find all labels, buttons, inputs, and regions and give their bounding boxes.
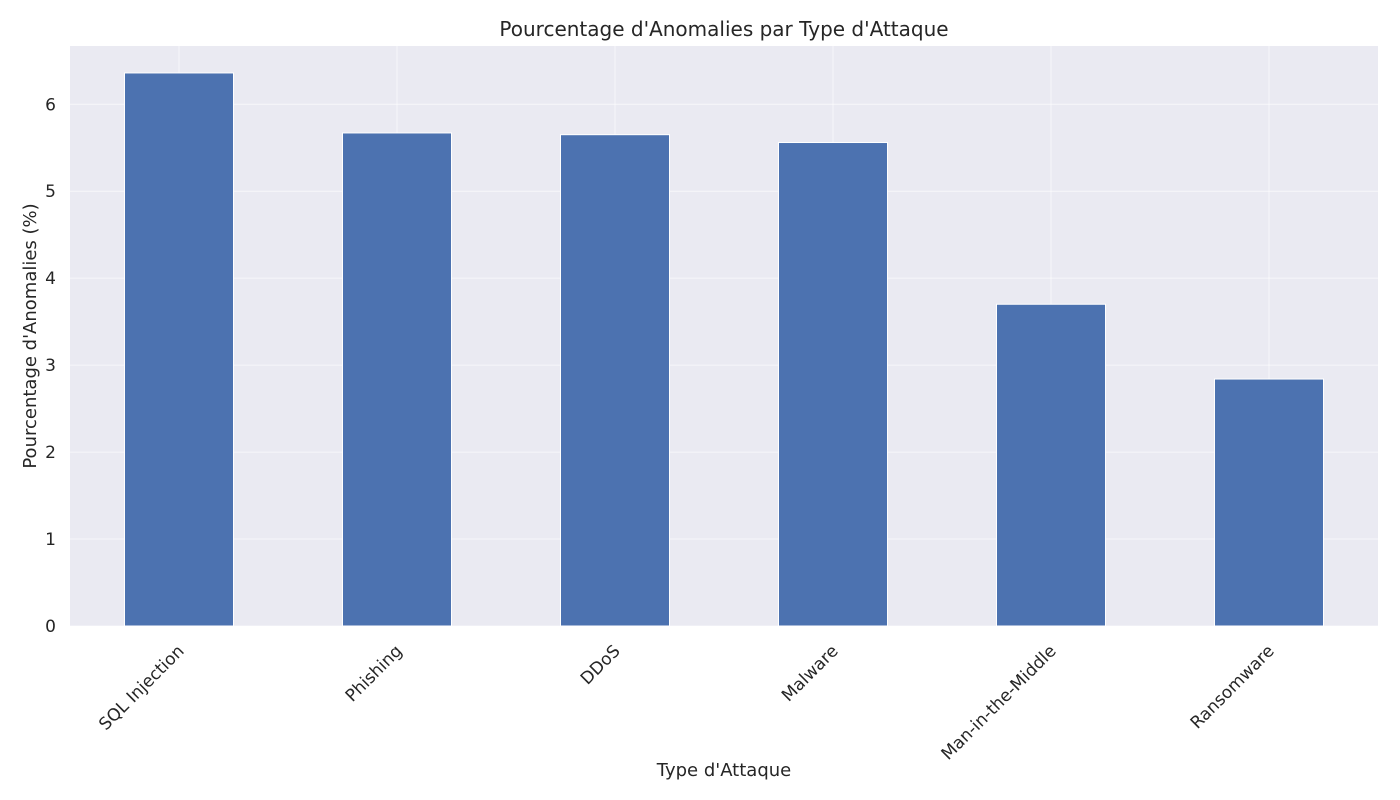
bar bbox=[778, 142, 888, 627]
y-tick-label: 0 bbox=[45, 617, 56, 637]
plot-background bbox=[70, 46, 1378, 626]
x-tick-label: DDoS bbox=[577, 641, 625, 689]
x-tick-label: Phishing bbox=[342, 641, 407, 706]
y-tick-label: 5 bbox=[45, 182, 56, 202]
y-tick-label: 3 bbox=[45, 356, 56, 376]
y-tick-label: 4 bbox=[45, 269, 56, 289]
bars bbox=[124, 72, 1324, 627]
y-tick-labels: 0 1 2 3 4 5 6 bbox=[45, 95, 56, 637]
y-tick-label: 2 bbox=[45, 443, 56, 463]
x-axis-label: Type d'Attaque bbox=[656, 760, 792, 781]
bar bbox=[1214, 378, 1324, 627]
bar bbox=[124, 72, 234, 627]
x-tick-label: SQL Injection bbox=[95, 641, 188, 734]
x-tick-label: Man-in-the-Middle bbox=[938, 641, 1061, 764]
x-tick-labels: SQL Injection Phishing DDoS Malware Man-in-t… bbox=[95, 641, 1278, 764]
y-axis-label: Pourcentage d'Anomalies (%) bbox=[20, 203, 41, 468]
x-tick-label: Ransomware bbox=[1187, 641, 1279, 733]
chart-title: Pourcentage d'Anomalies par Type d'Attaq… bbox=[499, 17, 948, 41]
bar bbox=[342, 132, 452, 627]
bar bbox=[560, 134, 670, 627]
bar bbox=[996, 303, 1106, 627]
x-tick-label: Malware bbox=[778, 641, 843, 706]
y-tick-label: 6 bbox=[45, 95, 56, 115]
y-tick-label: 1 bbox=[45, 530, 56, 550]
